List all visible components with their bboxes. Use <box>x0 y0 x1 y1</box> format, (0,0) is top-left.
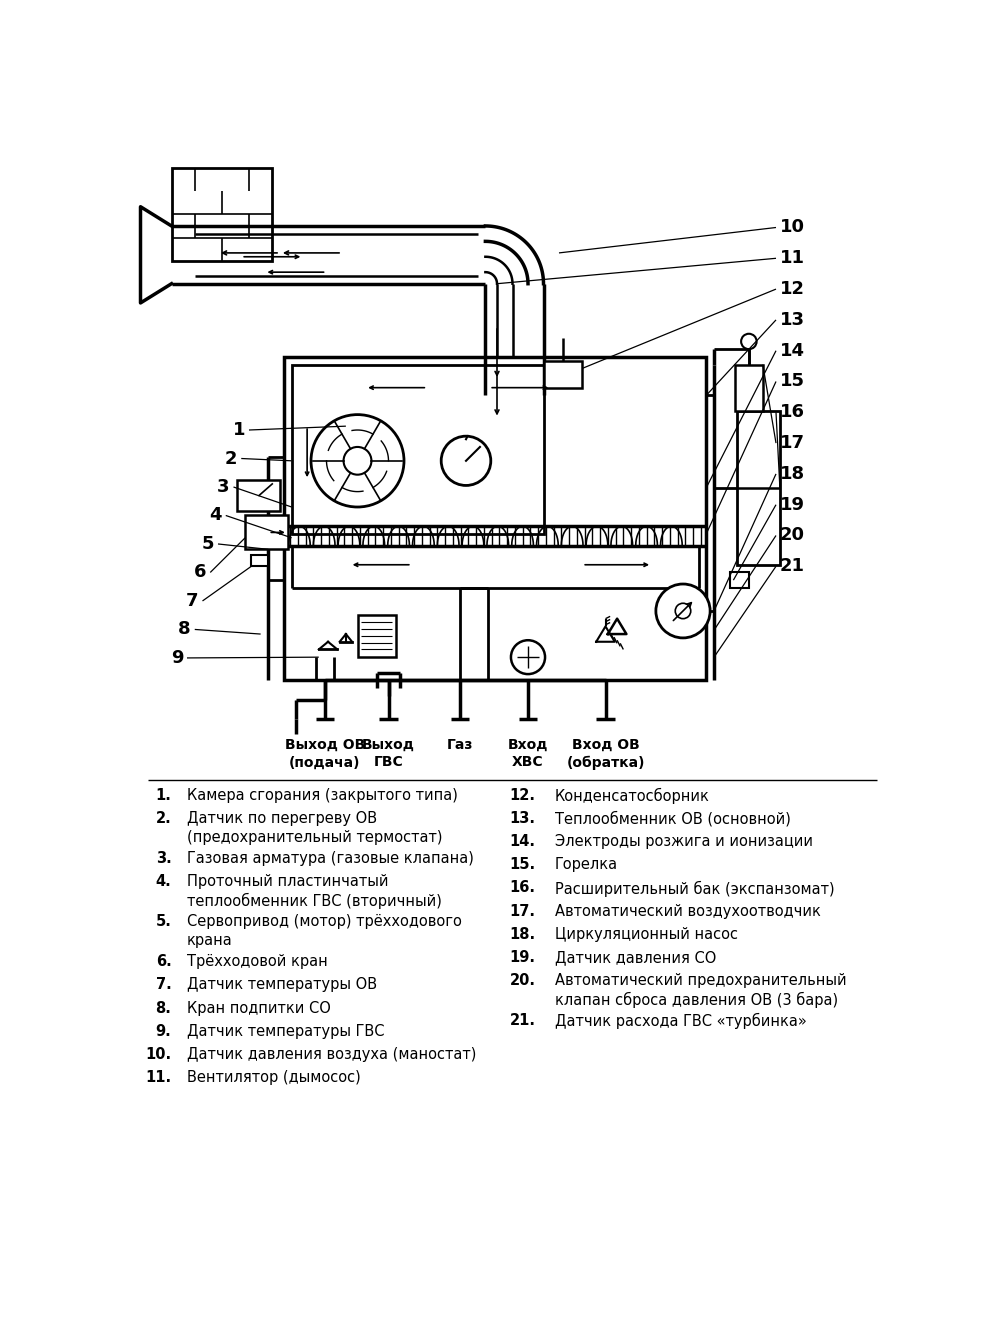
Text: 8.: 8. <box>156 1000 172 1016</box>
Bar <box>544 360 582 387</box>
Bar <box>358 614 396 657</box>
Text: Датчик по перегреву ОВ
(предохранительный термостат): Датчик по перегреву ОВ (предохранительны… <box>187 812 442 845</box>
Bar <box>735 364 763 411</box>
Text: Электроды розжига и ионизации: Электроды розжига и ионизации <box>555 835 813 849</box>
Text: 13: 13 <box>780 310 805 329</box>
Text: 14.: 14. <box>510 835 536 849</box>
Bar <box>284 358 706 680</box>
Text: Датчик давления воздуха (маностат): Датчик давления воздуха (маностат) <box>187 1047 476 1062</box>
Text: 18: 18 <box>780 465 805 482</box>
Text: 16.: 16. <box>510 880 536 895</box>
Text: Выход ОВ
(подача): Выход ОВ (подача) <box>285 738 365 769</box>
Bar <box>730 573 749 587</box>
Text: Кран подпитки СО: Кран подпитки СО <box>187 1000 331 1016</box>
Text: 21.: 21. <box>510 1013 536 1028</box>
Text: 15.: 15. <box>510 857 536 872</box>
Text: Газ: Газ <box>447 738 473 753</box>
Text: 6.: 6. <box>156 954 172 969</box>
Text: Конденсатосборник: Конденсатосборник <box>555 788 710 804</box>
Text: Трёхходовой кран: Трёхходовой кран <box>187 954 328 969</box>
Text: 17.: 17. <box>510 903 536 918</box>
Text: 18.: 18. <box>510 926 536 942</box>
Text: 10: 10 <box>780 219 805 237</box>
Bar <box>237 480 280 511</box>
Text: Газовая арматура (газовые клапана): Газовая арматура (газовые клапана) <box>187 851 474 866</box>
Text: 1: 1 <box>233 421 245 439</box>
Text: 2: 2 <box>225 449 237 468</box>
Bar <box>737 411 780 564</box>
Text: 13.: 13. <box>510 812 536 827</box>
Text: 19: 19 <box>780 496 805 513</box>
Text: 14: 14 <box>780 341 805 360</box>
Text: 7.: 7. <box>156 977 172 992</box>
Text: 4.: 4. <box>156 875 172 890</box>
Text: Датчик расхода ГВС «турбинка»: Датчик расхода ГВС «турбинка» <box>555 1013 807 1030</box>
Text: 21: 21 <box>780 558 805 575</box>
Text: Горелка: Горелка <box>555 857 618 872</box>
Text: 16: 16 <box>780 403 805 421</box>
Text: 12: 12 <box>780 280 805 298</box>
Text: 11.: 11. <box>145 1070 172 1085</box>
Text: 9.: 9. <box>156 1024 172 1039</box>
Bar <box>245 515 288 550</box>
Text: Автоматический предохранительный
клапан сброса давления ОВ (3 бара): Автоматический предохранительный клапан … <box>555 973 847 1008</box>
Text: Датчик давления СО: Датчик давления СО <box>555 950 716 965</box>
Text: Вход ОВ
(обратка): Вход ОВ (обратка) <box>566 738 645 770</box>
Text: Выход
ГВС: Выход ГВС <box>362 738 415 769</box>
Text: Расширительный бак (экспанзомат): Расширительный бак (экспанзомат) <box>555 880 835 896</box>
Text: Датчик температуры ГВС: Датчик температуры ГВС <box>187 1024 384 1039</box>
Text: 5: 5 <box>202 535 214 552</box>
Text: 3: 3 <box>217 478 230 496</box>
Text: Теплообменник ОВ (основной): Теплообменник ОВ (основной) <box>555 812 791 827</box>
Text: 20.: 20. <box>510 973 536 988</box>
Text: Автоматический воздухоотводчик: Автоматический воздухоотводчик <box>555 903 821 918</box>
Text: 9: 9 <box>171 649 183 667</box>
Text: Датчик температуры ОВ: Датчик температуры ОВ <box>187 977 377 992</box>
Text: 1.: 1. <box>156 788 172 804</box>
Text: 15: 15 <box>780 372 805 391</box>
Text: Циркуляционный насос: Циркуляционный насос <box>555 926 738 942</box>
Text: Камера сгорания (закрытого типа): Камера сгорания (закрытого типа) <box>187 788 458 804</box>
Text: 19.: 19. <box>510 950 536 965</box>
Text: 11: 11 <box>780 249 805 267</box>
Text: 7: 7 <box>186 591 199 610</box>
Text: 6: 6 <box>194 563 206 582</box>
Bar <box>251 555 268 566</box>
Text: Проточный пластинчатый
теплообменник ГВС (вторичный): Проточный пластинчатый теплообменник ГВС… <box>187 875 442 910</box>
Text: 10.: 10. <box>145 1047 172 1062</box>
Text: 8: 8 <box>178 621 191 638</box>
Text: 17: 17 <box>780 434 805 452</box>
Text: Сервопривод (мотор) трёхходового
крана: Сервопривод (мотор) трёхходового крана <box>187 914 462 948</box>
Circle shape <box>441 437 491 485</box>
Text: 5.: 5. <box>156 914 172 929</box>
Text: Вход
ХВС: Вход ХВС <box>508 738 548 769</box>
Text: 4: 4 <box>209 507 222 524</box>
Circle shape <box>344 448 371 474</box>
Text: 20: 20 <box>780 527 805 544</box>
Text: 3.: 3. <box>156 851 172 866</box>
Text: Вентилятор (дымосос): Вентилятор (дымосос) <box>187 1070 361 1085</box>
Bar <box>292 364 544 534</box>
Circle shape <box>511 640 545 675</box>
Text: 2.: 2. <box>156 812 172 827</box>
Circle shape <box>675 603 691 618</box>
Circle shape <box>741 333 757 349</box>
Circle shape <box>656 585 710 638</box>
Text: 12.: 12. <box>510 788 536 804</box>
Circle shape <box>311 414 404 507</box>
Bar <box>172 168 272 261</box>
